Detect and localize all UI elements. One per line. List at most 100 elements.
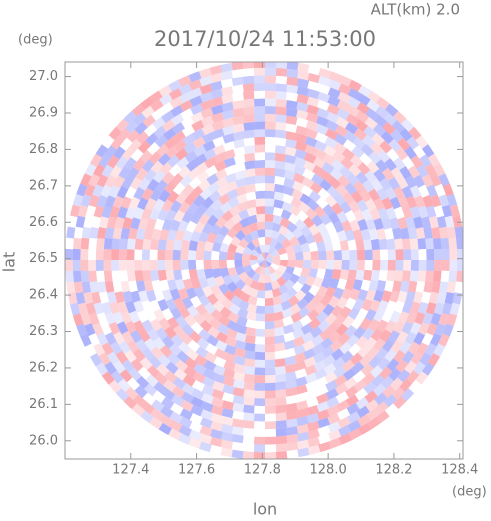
- echo-cell: [246, 206, 257, 217]
- echo-cell: [413, 174, 426, 188]
- echo-cell: [241, 260, 251, 268]
- echo-cell: [282, 315, 294, 327]
- echo-cell: [193, 144, 207, 157]
- echo-cell: [393, 349, 406, 364]
- echo-cell: [275, 435, 288, 445]
- echo-cell: [142, 238, 152, 250]
- echo-cell: [66, 281, 76, 294]
- echo-cell: [363, 381, 377, 395]
- echo-cell: [225, 328, 238, 340]
- echo-cell: [316, 107, 330, 119]
- echo-cell: [300, 225, 312, 237]
- echo-cell: [305, 207, 318, 220]
- echo-cell: [149, 249, 158, 260]
- echo-cell: [133, 300, 145, 313]
- y-tick-label: 26.2: [29, 360, 58, 375]
- echo-cell: [81, 281, 91, 294]
- echo-cell: [210, 104, 224, 116]
- echo-cell: [295, 133, 308, 144]
- echo-cell: [431, 281, 441, 294]
- echo-cell: [275, 443, 288, 452]
- echo-cell: [224, 164, 237, 176]
- echo-cell: [172, 130, 186, 143]
- echo-cell: [156, 363, 170, 377]
- echo-cell: [253, 436, 265, 445]
- echo-cell: [84, 323, 96, 337]
- echo-cell: [307, 308, 320, 322]
- echo-cell: [310, 326, 323, 339]
- echo-cell: [427, 153, 441, 167]
- echo-cell: [161, 289, 173, 302]
- echo-cell: [254, 183, 265, 192]
- echo-cell: [333, 287, 345, 300]
- echo-cell: [134, 270, 144, 282]
- echo-cell: [181, 124, 195, 138]
- echo-cell: [380, 131, 394, 145]
- echo-cell: [221, 101, 234, 112]
- echo-cell: [245, 199, 257, 209]
- echo-cell: [164, 180, 177, 194]
- echo-cell: [227, 311, 240, 323]
- echo-cell: [432, 237, 442, 250]
- echo-cell: [188, 429, 202, 441]
- echo-cell: [438, 312, 450, 326]
- echo-cell: [329, 339, 343, 353]
- echo-cell: [265, 367, 276, 376]
- echo-cell: [328, 79, 342, 91]
- echo-cell: [128, 367, 142, 382]
- echo-cell: [212, 364, 226, 376]
- echo-cell: [361, 298, 373, 312]
- echo-cell: [446, 193, 458, 207]
- echo-cell: [381, 290, 392, 303]
- echo-cell: [250, 262, 260, 271]
- echo-cell: [235, 185, 248, 197]
- echo-cell: [231, 449, 244, 459]
- echo-cell: [326, 404, 340, 417]
- echo-cell: [212, 372, 226, 384]
- echo-cell: [199, 91, 213, 103]
- echo-cell: [357, 162, 371, 176]
- echo-cell: [138, 329, 151, 343]
- echo-cell: [131, 403, 146, 417]
- echo-cell: [215, 331, 229, 344]
- echo-cell: [328, 230, 340, 243]
- echo-cell: [348, 200, 360, 213]
- echo-cell: [248, 287, 259, 298]
- echo-cell: [356, 405, 370, 418]
- echo-cell: [243, 389, 255, 399]
- echo-cell: [345, 113, 360, 126]
- echo-cell: [133, 394, 147, 408]
- echo-cell: [265, 160, 276, 169]
- echo-cell: [159, 414, 173, 427]
- echo-cell: [253, 98, 265, 107]
- echo-cell: [134, 260, 143, 271]
- echo-cell: [430, 312, 442, 326]
- echo-cell: [249, 254, 258, 260]
- echo-cell: [368, 188, 381, 202]
- echo-cell: [393, 395, 407, 410]
- echo-cell: [392, 227, 402, 240]
- echo-cell: [104, 311, 116, 325]
- echo-cell: [294, 368, 308, 379]
- echo-cell: [146, 178, 160, 192]
- echo-cell: [175, 191, 188, 205]
- echo-cell: [172, 249, 181, 260]
- echo-cell: [88, 270, 98, 283]
- echo-cell: [216, 323, 230, 335]
- echo-cell: [215, 291, 227, 304]
- echo-cell: [275, 389, 287, 399]
- echo-cell: [360, 279, 371, 292]
- echo-cell: [202, 222, 214, 235]
- echo-cell: [284, 146, 297, 157]
- echo-cell: [106, 216, 117, 229]
- y-tick-label: 26.5: [29, 251, 58, 266]
- echo-cell: [275, 404, 287, 414]
- echo-cell: [409, 238, 419, 250]
- echo-cell: [143, 123, 158, 137]
- echo-cell: [99, 291, 109, 304]
- echo-cell: [141, 260, 151, 271]
- echo-cell: [446, 281, 457, 294]
- echo-cell: [272, 254, 281, 260]
- echo-cell: [265, 267, 271, 276]
- echo-cell: [157, 269, 167, 282]
